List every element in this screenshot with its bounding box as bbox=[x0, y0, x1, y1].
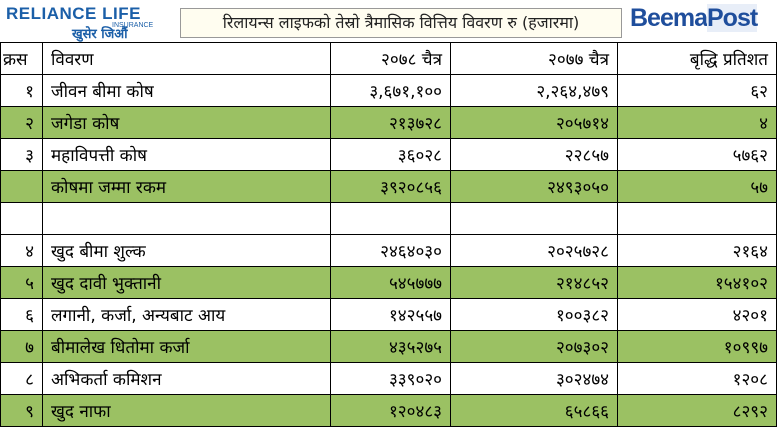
table-cell: खुद नाफा bbox=[42, 394, 331, 427]
table-cell: ४ bbox=[617, 106, 777, 139]
table-cell bbox=[617, 202, 777, 235]
table-cell bbox=[42, 202, 331, 235]
table-cell: ८ bbox=[0, 362, 43, 395]
table-cell: ५४५७७७ bbox=[330, 266, 451, 299]
table-cell: २१३७२८ bbox=[330, 106, 451, 139]
table-cell: २ bbox=[0, 106, 43, 139]
table-cell bbox=[0, 170, 43, 203]
table-cell: लगानी, कर्जा, अन्यबाट आय bbox=[42, 298, 331, 331]
table-cell: ३ bbox=[0, 138, 43, 171]
table-row: २ जगेडा कोष २१३७२८ २०५७१४ ४ bbox=[0, 106, 777, 139]
table-cell: ४ bbox=[0, 234, 43, 267]
table-cell: ३३९०२० bbox=[330, 362, 451, 395]
table-row: कोषमा जम्मा रकम ३९२०८५६ २४९३०५० ५७ bbox=[0, 170, 777, 203]
table-cell: जगेडा कोष bbox=[42, 106, 331, 139]
table-cell bbox=[0, 202, 43, 235]
table-cell: बीमालेख धितोमा कर्जा bbox=[42, 330, 331, 363]
table-cell: महाविपत्ती कोष bbox=[42, 138, 331, 171]
table-row: ६ लगानी, कर्जा, अन्यबाट आय १४२५५७ १००३८२ ४२०… bbox=[0, 298, 777, 331]
table-cell: ३९२०८५६ bbox=[330, 170, 451, 203]
logo-part: Beema bbox=[630, 4, 708, 32]
table-row: ७ बीमालेख धितोमा कर्जा ४३५२७५ २०७३०२ १०९९७ bbox=[0, 330, 777, 363]
table-cell: ८२९२ bbox=[617, 394, 777, 427]
table-row: ५ खुद दावी भुक्तानी ५४५७७७ २१४८५२ १५४१०२ bbox=[0, 266, 777, 299]
table-cell: ५७६२ bbox=[617, 138, 777, 171]
table-cell: ४३५२७५ bbox=[330, 330, 451, 363]
table-row: १ जीवन बीमा कोष ३,६७१,१०० २,२६४,४७९ ६२ bbox=[0, 74, 777, 107]
table-cell: १५४१०२ bbox=[617, 266, 777, 299]
header-row: क्रस विवरण २०७८ चैत्र २०७७ चैत्र बृद्धि … bbox=[0, 42, 777, 75]
logo-part: Post bbox=[707, 4, 758, 32]
table-cell: १२०८ bbox=[617, 362, 777, 395]
table-cell: जीवन बीमा कोष bbox=[42, 74, 331, 107]
table-cell: ५ bbox=[0, 266, 43, 299]
table-row: ४ खुद बीमा शुल्क २४६४०३० २०२५७२८ २१६४ bbox=[0, 234, 777, 267]
header-cell: २०७७ चैत्र bbox=[450, 42, 618, 75]
table-cell: २१४८५२ bbox=[450, 266, 618, 299]
table-cell: ३,६७१,१०० bbox=[330, 74, 451, 107]
table-cell: खुद बीमा शुल्क bbox=[42, 234, 331, 267]
table-cell: २२८५७ bbox=[450, 138, 618, 171]
table-cell: २४९३०५० bbox=[450, 170, 618, 203]
table-cell: ६५८६६ bbox=[450, 394, 618, 427]
table-cell: २१६४ bbox=[617, 234, 777, 267]
table-cell: २०५७१४ bbox=[450, 106, 618, 139]
table-cell: २४६४०३० bbox=[330, 234, 451, 267]
table-cell bbox=[450, 202, 618, 235]
table-cell: ५७ bbox=[617, 170, 777, 203]
header-cell: विवरण bbox=[42, 42, 331, 75]
table-cell: कोषमा जम्मा रकम bbox=[42, 170, 331, 203]
table-cell: २०७३०२ bbox=[450, 330, 618, 363]
table-cell: १२०४८३ bbox=[330, 394, 451, 427]
table-cell: १०९९७ bbox=[617, 330, 777, 363]
table-cell: ६२ bbox=[617, 74, 777, 107]
table-cell: ९ bbox=[0, 394, 43, 427]
table-row: ९ खुद नाफा १२०४८३ ६५८६६ ८२९२ bbox=[0, 394, 777, 427]
header: RELIANCE LIFE INSURANCE खुसेर जिऔं रिलाय… bbox=[0, 0, 777, 42]
title: रिलायन्स लाइफको तेस्रो त्रैमासिक वित्तिय… bbox=[180, 8, 622, 38]
table-cell: ३०२४७४ bbox=[450, 362, 618, 395]
table-cell: १००३८२ bbox=[450, 298, 618, 331]
table-row bbox=[0, 202, 777, 235]
table-body: क्रस विवरण २०७८ चैत्र २०७७ चैत्र बृद्धि … bbox=[0, 42, 777, 427]
table-cell: ७ bbox=[0, 330, 43, 363]
table-cell: १४२५५७ bbox=[330, 298, 451, 331]
table: क्रस विवरण २०७८ चैत्र २०७७ चैत्र बृद्धि … bbox=[0, 42, 777, 427]
table-cell: २,२६४,४७९ bbox=[450, 74, 618, 107]
logo-sub: INSURANCE bbox=[112, 22, 154, 29]
header-cell: २०७८ चैत्र bbox=[330, 42, 451, 75]
table-cell bbox=[330, 202, 451, 235]
table-row: ३ महाविपत्ती कोष ३६०२८ २२८५७ ५७६२ bbox=[0, 138, 777, 171]
header-cell: बृद्धि प्रतिशत bbox=[617, 42, 777, 75]
beemapost-logo: BeemaPost bbox=[630, 4, 758, 33]
table-cell: ३६०२८ bbox=[330, 138, 451, 171]
table-cell: अभिकर्ता कमिशन bbox=[42, 362, 331, 395]
logo-tagline: खुसेर जिऔं bbox=[72, 27, 128, 42]
table-cell: खुद दावी भुक्तानी bbox=[42, 266, 331, 299]
table-cell: २०२५७२८ bbox=[450, 234, 618, 267]
table-cell: ६ bbox=[0, 298, 43, 331]
table-row: ८ अभिकर्ता कमिशन ३३९०२० ३०२४७४ १२०८ bbox=[0, 362, 777, 395]
header-cell: क्रस bbox=[0, 42, 43, 75]
reliance-logo: RELIANCE LIFE INSURANCE खुसेर जिऔं bbox=[2, 2, 174, 42]
table-cell: ४२०१ bbox=[617, 298, 777, 331]
logo-brand: RELIANCE LIFE bbox=[6, 4, 141, 23]
table-cell: १ bbox=[0, 74, 43, 107]
